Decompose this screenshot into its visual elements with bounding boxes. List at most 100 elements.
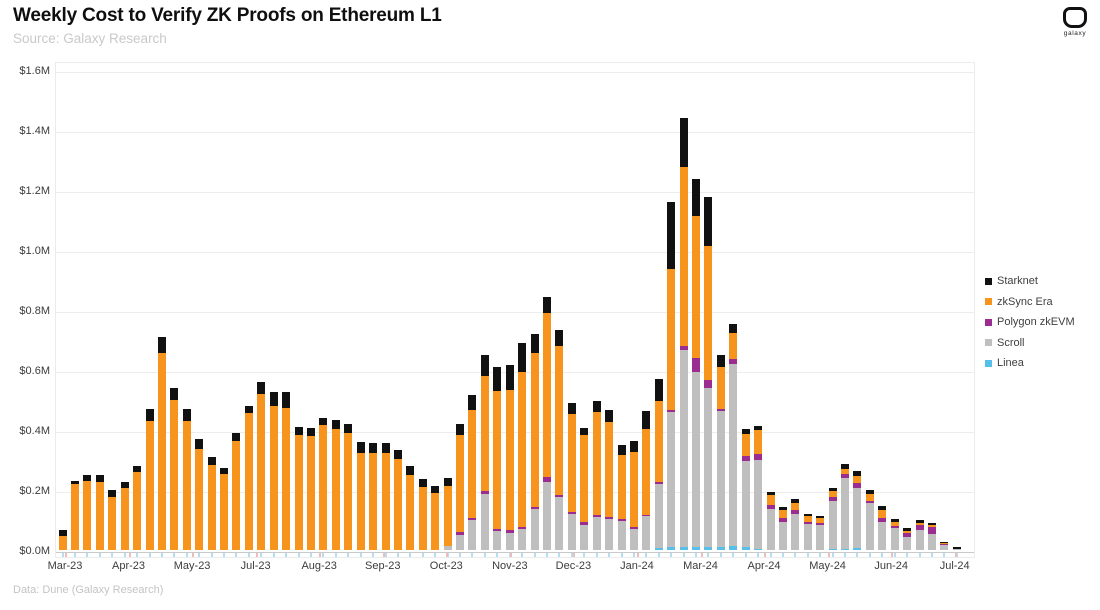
bar-week-42[interactable] bbox=[567, 403, 576, 550]
bar-week-15[interactable] bbox=[232, 432, 241, 550]
legend-item-starknet[interactable]: Starknet bbox=[985, 271, 1075, 292]
bar-week-32[interactable] bbox=[443, 477, 452, 550]
segment-starknet bbox=[766, 492, 775, 496]
bar-week-21[interactable] bbox=[307, 427, 315, 550]
bar-week-14[interactable] bbox=[220, 468, 229, 550]
y-tick-label: $0.2M bbox=[19, 484, 50, 497]
bar-week-9[interactable] bbox=[157, 336, 166, 550]
bar-week-68[interactable] bbox=[890, 519, 899, 550]
bar-week-11[interactable] bbox=[182, 408, 191, 550]
bar-week-18[interactable] bbox=[269, 392, 278, 550]
bar-week-17[interactable] bbox=[257, 381, 266, 550]
bar-week-24[interactable] bbox=[344, 424, 353, 550]
bar-week-31[interactable] bbox=[431, 486, 440, 550]
bar-week-4[interactable] bbox=[95, 474, 104, 550]
month-tick bbox=[128, 553, 131, 557]
bar-week-5[interactable] bbox=[108, 489, 117, 550]
bar-week-69[interactable] bbox=[903, 528, 912, 550]
week-tick bbox=[819, 553, 822, 557]
legend-item-zksync-era[interactable]: zkSync Era bbox=[985, 292, 1075, 313]
bar-week-39[interactable] bbox=[530, 333, 539, 550]
bar-week-63[interactable] bbox=[828, 487, 837, 550]
segment-scroll bbox=[754, 459, 763, 549]
bar-week-13[interactable] bbox=[207, 456, 216, 550]
bar-week-33[interactable] bbox=[456, 423, 465, 550]
bar-week-22[interactable] bbox=[319, 417, 328, 550]
bar-week-25[interactable] bbox=[356, 441, 365, 550]
bar-week-3[interactable] bbox=[83, 474, 92, 550]
bar-week-62[interactable] bbox=[816, 516, 825, 550]
bar-week-27[interactable] bbox=[381, 442, 390, 551]
bar-week-66[interactable] bbox=[865, 489, 874, 550]
bar-week-59[interactable] bbox=[778, 507, 787, 550]
bar-week-49[interactable] bbox=[654, 378, 663, 550]
segment-zksync-era bbox=[232, 440, 241, 550]
bar-week-56[interactable] bbox=[741, 428, 750, 550]
bar-week-46[interactable] bbox=[617, 445, 626, 550]
bar-week-23[interactable] bbox=[331, 420, 340, 550]
bar-week-48[interactable] bbox=[642, 411, 651, 550]
bar-week-37[interactable] bbox=[505, 364, 514, 550]
bar-week-70[interactable] bbox=[915, 520, 924, 550]
segment-polygon-zkevm bbox=[493, 528, 502, 532]
bar-week-53[interactable] bbox=[704, 196, 713, 550]
bar-week-10[interactable] bbox=[170, 387, 179, 550]
week-tick bbox=[123, 553, 126, 557]
legend-item-scroll[interactable]: Scroll bbox=[985, 333, 1075, 354]
week-tick bbox=[670, 553, 673, 557]
bar-week-2[interactable] bbox=[71, 480, 80, 550]
bar-week-64[interactable] bbox=[841, 463, 850, 550]
bar-week-51[interactable] bbox=[679, 117, 688, 550]
bar-week-12[interactable] bbox=[195, 438, 204, 550]
week-tick bbox=[707, 553, 710, 557]
bar-week-47[interactable] bbox=[629, 441, 638, 550]
bar-week-19[interactable] bbox=[282, 392, 291, 550]
bar-week-50[interactable] bbox=[667, 201, 676, 550]
segment-polygon-zkevm bbox=[456, 532, 465, 535]
bar-week-52[interactable] bbox=[692, 178, 701, 550]
bar-week-29[interactable] bbox=[406, 466, 415, 550]
bar-week-28[interactable] bbox=[393, 449, 402, 550]
bar-week-67[interactable] bbox=[878, 505, 887, 550]
bar-week-38[interactable] bbox=[518, 342, 527, 550]
bar-week-8[interactable] bbox=[145, 408, 154, 550]
bar-week-1[interactable] bbox=[58, 530, 67, 550]
bar-week-57[interactable] bbox=[754, 425, 763, 550]
bar-week-58[interactable] bbox=[766, 492, 775, 550]
bar-week-36[interactable] bbox=[493, 366, 502, 550]
bar-week-6[interactable] bbox=[120, 482, 129, 550]
bar-week-26[interactable] bbox=[369, 442, 378, 551]
legend-item-polygon-zkevm[interactable]: Polygon zkEVM bbox=[985, 312, 1075, 333]
week-tick bbox=[496, 553, 499, 557]
week-tick bbox=[198, 553, 201, 557]
bar-week-20[interactable] bbox=[294, 426, 303, 550]
segment-zksync-era bbox=[182, 421, 191, 550]
bar-week-44[interactable] bbox=[592, 400, 601, 550]
bar-week-43[interactable] bbox=[580, 428, 589, 550]
bar-week-55[interactable] bbox=[729, 324, 738, 550]
bar-week-72[interactable] bbox=[940, 541, 949, 550]
legend-item-linea[interactable]: Linea bbox=[985, 353, 1075, 374]
bar-week-45[interactable] bbox=[605, 409, 614, 550]
segment-polygon-zkevm bbox=[803, 521, 812, 525]
x-tick-label-Apr-24: Apr-24 bbox=[747, 560, 781, 572]
bar-week-73[interactable] bbox=[952, 546, 961, 550]
y-tick-label: $1.6M bbox=[19, 64, 50, 77]
bar-week-16[interactable] bbox=[244, 405, 253, 550]
segment-zksync-era bbox=[741, 434, 750, 456]
segment-zksync-era bbox=[195, 448, 204, 550]
bar-week-30[interactable] bbox=[418, 478, 427, 550]
bar-week-35[interactable] bbox=[480, 355, 489, 550]
bar-week-65[interactable] bbox=[853, 470, 862, 550]
week-tick bbox=[185, 553, 188, 557]
week-tick bbox=[508, 553, 511, 557]
bar-week-41[interactable] bbox=[555, 329, 564, 550]
bar-week-60[interactable] bbox=[791, 499, 800, 550]
bar-week-71[interactable] bbox=[928, 522, 936, 550]
bar-week-61[interactable] bbox=[803, 513, 812, 550]
bar-week-40[interactable] bbox=[542, 297, 551, 550]
bar-week-7[interactable] bbox=[133, 465, 142, 550]
bar-week-54[interactable] bbox=[716, 355, 725, 550]
segment-zksync-era bbox=[244, 413, 253, 550]
bar-week-34[interactable] bbox=[468, 395, 477, 550]
